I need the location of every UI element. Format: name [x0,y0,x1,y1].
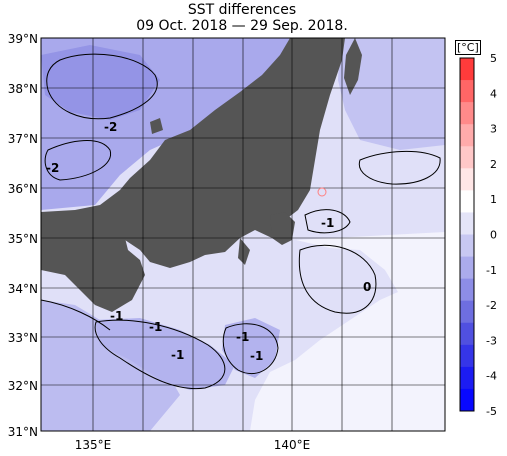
contour-label: -1 [321,216,334,230]
graticule [41,38,445,431]
land-island-north [344,38,362,95]
contour-line [222,323,279,375]
colorbar-tick-label: -4 [486,370,497,383]
lat-label: 38°N [8,82,38,96]
colorbar-segment [460,124,474,147]
colorbar-segment [460,146,474,169]
longitude-labels: 135°E 140°E [75,438,311,452]
colorbar-segment [460,212,474,235]
colorbar: 5 4 3 2 1 0 -1 -2 -3 -4 -5 [459,52,497,418]
sea-anomaly-southwest [41,300,180,431]
contour-line [94,319,226,390]
land-sado-island [150,118,163,134]
colorbar-tick-label: 4 [490,87,497,100]
colorbar-tick-label: -1 [486,264,497,277]
colorbar-segment [460,278,474,302]
title-block: SST differences 09 Oct. 2018 — 29 Sep. 2… [40,2,444,34]
colorbar-tick-label: 1 [490,193,497,206]
contour-label-group: -2 -2 -1 0 -1 -1 -1 -1 -1 -1 [46,120,371,363]
contour-label: -2 [104,120,117,134]
lat-label: 32°N [8,379,38,393]
land-boso-peninsula [270,212,295,245]
lat-label: 37°N [8,132,38,146]
sea-anomaly-south-central [95,318,235,390]
colorbar-segment [460,102,474,125]
lat-label: 36°N [8,182,38,196]
map-border [40,37,446,432]
colorbar-segment [460,58,474,81]
contour-label: -1 [250,349,263,363]
map-title: SST differences [187,2,297,18]
colorbar-segment [460,344,474,368]
colorbar-tick-label: -5 [486,405,497,418]
colorbar-segment [460,80,474,103]
location-marker-icon [317,187,327,197]
map-area: -2 -2 -1 0 -1 -1 -1 -1 -1 -1 [40,37,446,432]
colorbar-tick-label: -3 [486,334,497,347]
colorbar-tick-label: 3 [490,123,497,136]
colorbar-segment [460,388,474,412]
colorbar-tick-label: 2 [490,158,497,171]
colorbar-tick-label: 0 [490,229,497,242]
colorbar-segment [460,256,474,280]
colorbar-segment [460,190,474,213]
lat-label: 33°N [8,331,38,345]
colorbar-unit: [°C] [455,40,481,55]
colorbar-segment [460,300,474,324]
sea-anomaly-northwest-core [41,45,160,120]
contour-line [40,299,111,331]
lat-label: 39°N [8,32,38,46]
colorbar-tick-label: -2 [486,299,497,312]
contour-label: 0 [363,280,371,294]
lat-label: 35°N [8,232,38,246]
contour-line [298,244,377,314]
colorbar-segment [460,168,474,191]
lat-label: 31°N [8,425,38,439]
sea-anomaly-northeast [338,38,445,150]
contour-line [358,151,441,185]
sea-neutral-region [250,232,445,431]
contour-line [44,140,112,181]
lon-label: 140°E [274,438,311,452]
colorbar-segment [460,366,474,390]
contour-line [304,209,351,234]
land-izu-peninsula [238,238,250,265]
contour-label: -1 [110,309,123,323]
colorbar-border [459,57,475,412]
lon-label: 135°E [75,438,112,452]
latitude-labels: 39°N 38°N 37°N 36°N 35°N 34°N 33°N 32°N … [8,32,38,439]
contour-label: -2 [46,161,59,175]
contour-lines [40,53,441,390]
lat-label: 34°N [8,282,38,296]
colorbar-segment [460,322,474,346]
sea-anomaly-south-east [222,318,280,378]
contour-label: -1 [149,320,162,334]
contour-line [46,53,158,120]
colorbar-segment [460,234,474,258]
contour-label: -1 [171,348,184,362]
map-date-range: 09 Oct. 2018 — 29 Sep. 2018. [136,18,348,34]
contour-label: -1 [236,330,249,344]
colorbar-tick-label: 5 [490,52,497,65]
